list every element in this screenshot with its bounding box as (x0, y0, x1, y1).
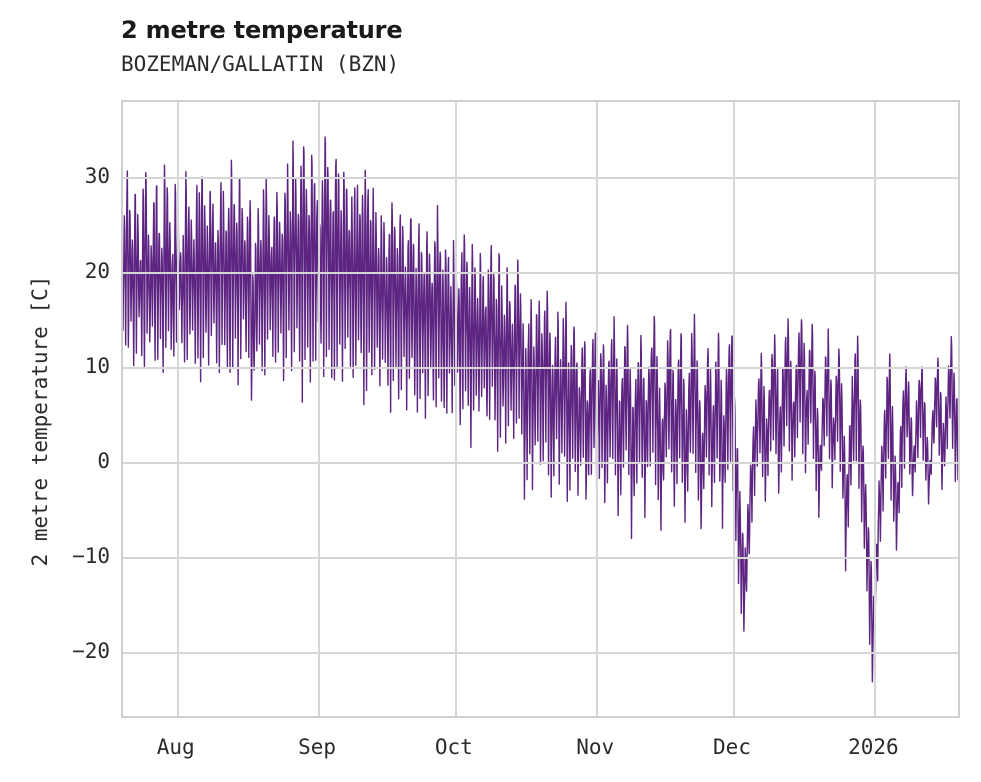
y-axis-tick-label: 20 (84, 259, 110, 284)
y-axis-tick-label: −10 (72, 544, 110, 569)
plot-area (121, 100, 960, 718)
x-axis-tick-label: Dec (713, 735, 751, 759)
gridline-horizontal (123, 177, 958, 180)
gridline-horizontal (123, 462, 958, 465)
gridline-vertical (176, 102, 179, 716)
x-axis-tick-label: 2026 (848, 735, 899, 759)
chart-title: 2 metre temperature (121, 16, 403, 44)
gridline-vertical (596, 102, 599, 716)
temperature-series (123, 102, 958, 716)
x-axis-tick-label: Aug (156, 735, 195, 759)
x-axis-tick-label: Nov (576, 735, 615, 759)
y-axis-tick-label: 0 (97, 449, 110, 474)
chart-subtitle: BOZEMAN/GALLATIN (BZN) (121, 52, 400, 76)
gridline-horizontal (123, 557, 958, 560)
x-axis-tick-label: Sep (298, 735, 337, 759)
gridline-vertical (733, 102, 735, 716)
y-axis-tick-label: 10 (84, 354, 110, 379)
gridline-vertical (318, 102, 321, 716)
gridline-vertical (874, 102, 877, 716)
temperature-line (123, 137, 958, 682)
gridline-horizontal (123, 652, 958, 655)
gridline-vertical (454, 102, 457, 716)
x-axis-tick-labels: Aug Sep Oct Nov Dec 2026 (0, 735, 981, 769)
y-axis-tick-label: −20 (72, 639, 110, 664)
y-axis-tick-labels: 30 20 10 0 −10 −20 (0, 100, 110, 718)
x-axis-tick-label: Oct (434, 735, 473, 759)
y-axis-tick-label: 30 (84, 164, 110, 189)
gridline-horizontal (123, 367, 958, 370)
gridline-horizontal (123, 272, 958, 275)
